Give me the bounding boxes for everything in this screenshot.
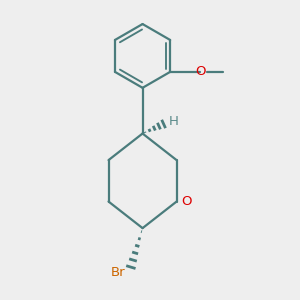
Text: Br: Br	[111, 266, 126, 279]
Text: H: H	[169, 115, 179, 128]
Text: O: O	[181, 195, 191, 208]
Text: O: O	[195, 65, 206, 78]
